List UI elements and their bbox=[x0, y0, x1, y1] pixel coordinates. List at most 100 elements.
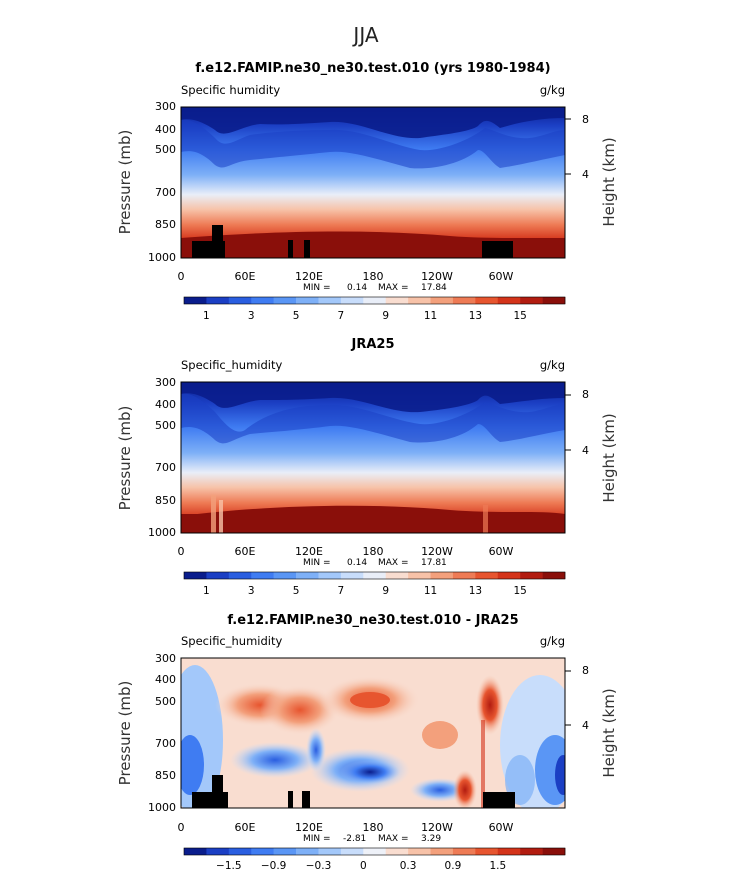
colorbar-label: 1 bbox=[203, 310, 210, 322]
panel-1-ytick: 300 bbox=[155, 100, 176, 113]
panel-2-frame bbox=[180, 381, 566, 534]
svg-text:17.84: 17.84 bbox=[421, 283, 447, 293]
panel-2-field-label: Specific_humidity bbox=[181, 358, 282, 372]
colorbar-swatch bbox=[430, 297, 454, 304]
colorbar-label: 13 bbox=[469, 310, 482, 322]
svg-text:MAX =: MAX = bbox=[378, 834, 409, 844]
colorbar-swatch bbox=[542, 572, 566, 579]
panel-1-colorbar: 1 3 5 7 9 11 13 15 bbox=[183, 296, 566, 322]
colorbar-swatch bbox=[228, 297, 252, 304]
colorbar-swatch bbox=[184, 572, 207, 579]
panel-3-colorbar: −1.5 −0.9 −0.3 0 0.3 0.9 1.5 bbox=[183, 847, 566, 872]
colorbar-label: 9 bbox=[382, 310, 389, 322]
svg-text:MAX =: MAX = bbox=[378, 283, 409, 293]
panel-2-xtick: 0 bbox=[178, 545, 185, 558]
colorbar-swatch bbox=[273, 572, 297, 579]
panel-1-xtick: 180 bbox=[363, 270, 384, 283]
colorbar-swatch bbox=[520, 297, 543, 304]
colorbar-swatch bbox=[340, 848, 364, 855]
panel-3-ytick: 700 bbox=[155, 737, 176, 750]
colorbar-swatch bbox=[497, 848, 521, 855]
panel-3-xtick: 60E bbox=[235, 821, 256, 834]
colorbar-swatch bbox=[296, 572, 319, 579]
panel-1-ylabel: Pressure (mb) bbox=[116, 130, 134, 235]
colorbar-label: 7 bbox=[338, 585, 345, 597]
page-title: JJA bbox=[351, 23, 378, 47]
panel-1-field-label: Specific humidity bbox=[181, 83, 280, 97]
panel-2-field bbox=[181, 382, 565, 533]
panel-1-xaxis: 0 60E 120E 180 120W 60W bbox=[178, 270, 514, 283]
panel-3-ytick: 500 bbox=[155, 695, 176, 708]
panel-3-xaxis: 0 60E 120E 180 120W 60W bbox=[178, 821, 514, 834]
panel-1-y2label: Height (km) bbox=[600, 137, 618, 226]
panel-3-field-label: Specific_humidity bbox=[181, 634, 282, 648]
colorbar-frame bbox=[183, 296, 566, 305]
colorbar-label: 11 bbox=[424, 310, 437, 322]
svg-text:17.81: 17.81 bbox=[421, 558, 447, 568]
panel-3-xtick: 120E bbox=[295, 821, 323, 834]
panel-2-xtick: 60W bbox=[489, 545, 514, 558]
svg-text:-2.81: -2.81 bbox=[343, 834, 366, 844]
colorbar-swatch bbox=[408, 572, 431, 579]
panel-1-ytick: 1000 bbox=[148, 251, 176, 264]
panel-3-xtick: 0 bbox=[178, 821, 185, 834]
colorbar-label: 9 bbox=[382, 585, 389, 597]
panel-1-xtick: 120E bbox=[295, 270, 323, 283]
colorbar-swatch bbox=[184, 297, 207, 304]
colorbar-swatch bbox=[497, 572, 521, 579]
colorbar-swatch bbox=[497, 297, 521, 304]
panel-1-y2tick: 8 bbox=[582, 113, 589, 126]
colorbar-swatch bbox=[228, 572, 252, 579]
colorbar-label: −0.3 bbox=[306, 860, 332, 872]
panel-3-units: g/kg bbox=[540, 634, 565, 648]
panel-2-xtick: 120W bbox=[421, 545, 453, 558]
colorbar-swatch bbox=[273, 297, 297, 304]
panel-2-ytick: 850 bbox=[155, 494, 176, 507]
colorbar-swatch bbox=[206, 297, 230, 304]
panel-2-ytick: 700 bbox=[155, 461, 176, 474]
colorbar-swatch bbox=[430, 848, 454, 855]
colorbar-label: 0.3 bbox=[400, 860, 417, 872]
colorbar-swatch bbox=[340, 572, 364, 579]
colorbar-label: 15 bbox=[514, 310, 527, 322]
colorbar-swatch bbox=[520, 572, 543, 579]
panel-1-xtick: 0 bbox=[178, 270, 185, 283]
colorbar-swatch bbox=[385, 297, 409, 304]
panel-3-ytick: 300 bbox=[155, 652, 176, 665]
panel-1-ytick: 850 bbox=[155, 218, 176, 231]
colorbar-swatch bbox=[452, 848, 476, 855]
colorbar-label: 0 bbox=[360, 860, 367, 872]
colorbar-swatch bbox=[363, 572, 386, 579]
colorbar-swatch bbox=[340, 297, 364, 304]
panel-3-y2tick: 4 bbox=[582, 719, 589, 732]
colorbar-label: 11 bbox=[424, 585, 437, 597]
panel-2: JRA25 Specific_humidity g/kg 300 400 500… bbox=[116, 337, 618, 597]
panel-2-xtick: 120E bbox=[295, 545, 323, 558]
colorbar-swatch bbox=[430, 572, 454, 579]
panel-2-units: g/kg bbox=[540, 358, 565, 372]
panel-2-y2tick: 8 bbox=[582, 388, 589, 401]
colorbar-label: 15 bbox=[514, 585, 527, 597]
colorbar-swatch bbox=[363, 297, 386, 304]
svg-text:3.29: 3.29 bbox=[421, 834, 441, 844]
colorbar-swatch bbox=[296, 848, 319, 855]
panel-2-y2axis: 8 4 bbox=[565, 388, 589, 457]
panel-1-units: g/kg bbox=[540, 83, 565, 97]
panel-1-y2tick: 4 bbox=[582, 168, 589, 181]
colorbar-swatch bbox=[363, 848, 386, 855]
panel-1-stats: MIN = 0.14 MAX = 17.84 bbox=[303, 283, 447, 293]
colorbar-swatch bbox=[385, 848, 409, 855]
colorbar-swatch bbox=[318, 572, 342, 579]
panel-3-y2axis: 8 4 bbox=[565, 664, 589, 732]
panel-3-stats: MIN = -2.81 MAX = 3.29 bbox=[303, 834, 441, 844]
colorbar-label: −1.5 bbox=[216, 860, 242, 872]
panel-3-y2tick: 8 bbox=[582, 664, 589, 677]
panel-3-xtick: 120W bbox=[421, 821, 453, 834]
panel-3-xtick: 180 bbox=[363, 821, 384, 834]
panel-2-ytick: 300 bbox=[155, 376, 176, 389]
colorbar-label: 1.5 bbox=[489, 860, 506, 872]
panel-1-ytick: 500 bbox=[155, 143, 176, 156]
panel-1-y2axis: 8 4 bbox=[565, 113, 589, 181]
colorbar-swatch bbox=[318, 848, 342, 855]
